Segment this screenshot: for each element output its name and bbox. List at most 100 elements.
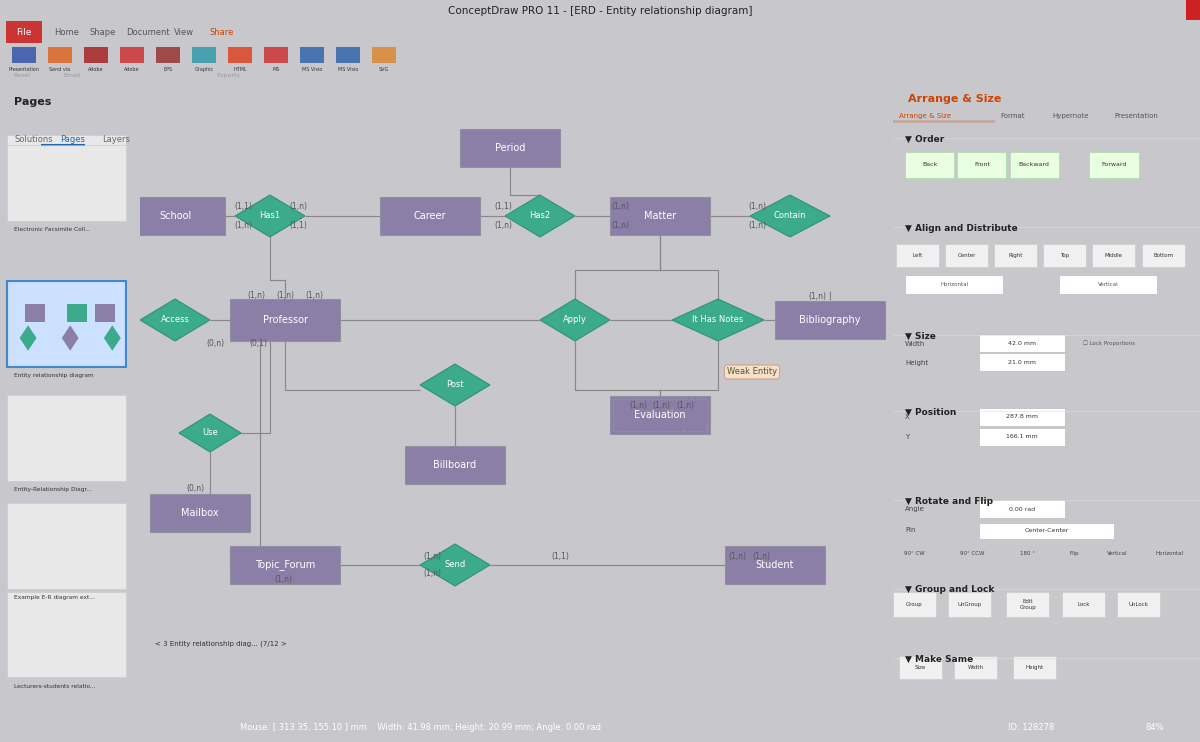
Text: 166.1 mm: 166.1 mm <box>1006 435 1038 439</box>
Text: HTML: HTML <box>233 67 247 72</box>
Bar <box>192 47 216 64</box>
Text: (1,n): (1,n) <box>289 203 307 211</box>
Bar <box>954 656 997 679</box>
Bar <box>899 656 942 679</box>
Text: Width: Width <box>905 341 925 347</box>
Polygon shape <box>61 325 79 351</box>
FancyBboxPatch shape <box>125 197 226 235</box>
Text: ▼ Align and Distribute: ▼ Align and Distribute <box>905 224 1018 233</box>
Text: Height: Height <box>1025 665 1043 670</box>
Text: Panel: Panel <box>13 73 30 78</box>
Text: ▼ Make Same: ▼ Make Same <box>905 655 973 664</box>
Text: Lecturers-students relatio...: Lecturers-students relatio... <box>14 684 96 689</box>
Text: Vertical: Vertical <box>1098 282 1118 286</box>
Text: (1,n): (1,n) <box>611 203 629 211</box>
Text: ID: 128278: ID: 128278 <box>1008 723 1055 732</box>
Bar <box>228 47 252 64</box>
Text: Y: Y <box>905 435 910 441</box>
Text: Presentation: Presentation <box>8 67 40 72</box>
Text: Right: Right <box>1008 253 1022 258</box>
Text: (1,n): (1,n) <box>676 401 694 410</box>
Text: ▼ Position: ▼ Position <box>905 408 956 417</box>
Bar <box>7 281 126 367</box>
Text: (1,1): (1,1) <box>289 222 307 231</box>
Text: Solutions: Solutions <box>14 135 53 144</box>
Text: (1,n): (1,n) <box>424 570 442 579</box>
Polygon shape <box>420 544 490 586</box>
Bar <box>1092 244 1135 267</box>
Bar <box>979 500 1064 518</box>
Text: 42.0 mm: 42.0 mm <box>1008 341 1036 346</box>
Bar <box>1058 275 1157 294</box>
Bar <box>84 47 108 64</box>
Text: (1,n): (1,n) <box>748 203 766 211</box>
Text: UnLock: UnLock <box>1128 602 1148 607</box>
FancyBboxPatch shape <box>6 22 42 43</box>
Text: Contain: Contain <box>774 211 806 220</box>
Text: (1,n): (1,n) <box>752 553 770 562</box>
Bar <box>905 151 954 178</box>
Text: (0,1): (0,1) <box>250 340 266 349</box>
Text: Topic_Forum: Topic_Forum <box>254 559 316 571</box>
Bar <box>905 275 1003 294</box>
Text: Pages: Pages <box>60 135 85 144</box>
Text: Mouse: [ 313.35, 155.10 ] mm    Width: 41.98 mm; Height: 20.99 mm; Angle: 0.00 r: Mouse: [ 313.35, 155.10 ] mm Width: 41.9… <box>240 723 600 732</box>
Text: Left: Left <box>912 253 923 258</box>
Text: File: File <box>17 27 31 36</box>
Text: 0.00 rad: 0.00 rad <box>1009 507 1034 512</box>
Bar <box>7 503 126 588</box>
Text: (1,n): (1,n) <box>247 292 265 301</box>
Bar <box>1186 0 1200 20</box>
Text: Arrange & Size: Arrange & Size <box>908 93 1002 104</box>
Text: Size: Size <box>914 665 926 670</box>
Bar <box>1043 244 1086 267</box>
Text: Back: Back <box>922 162 937 168</box>
Bar <box>336 47 360 64</box>
Text: 90° CW: 90° CW <box>904 551 925 556</box>
Text: ☐ Lock Proportions: ☐ Lock Proportions <box>1084 341 1135 346</box>
Text: Center-Center: Center-Center <box>1025 528 1068 533</box>
Text: Use: Use <box>202 428 218 438</box>
Text: (1,n): (1,n) <box>276 292 294 301</box>
Text: Horizontal: Horizontal <box>1156 551 1183 556</box>
Text: Backward: Backward <box>1019 162 1050 168</box>
Bar <box>156 47 180 64</box>
Polygon shape <box>140 299 210 341</box>
Text: Home: Home <box>54 27 79 36</box>
Text: 84%: 84% <box>1145 723 1164 732</box>
Text: (1,n): (1,n) <box>234 222 252 231</box>
Text: Entity-Relationship Diagr...: Entity-Relationship Diagr... <box>14 487 92 492</box>
Text: Group: Group <box>906 602 923 607</box>
Text: (1,n): (1,n) <box>305 292 323 301</box>
Text: Hypernote: Hypernote <box>1052 113 1090 119</box>
Bar <box>67 304 88 322</box>
Text: Center: Center <box>958 253 976 258</box>
Bar <box>48 47 72 64</box>
Bar <box>372 47 396 64</box>
Polygon shape <box>540 299 610 341</box>
Text: (1,1): (1,1) <box>494 203 512 211</box>
Text: 287.8 mm: 287.8 mm <box>1006 414 1038 419</box>
Bar <box>12 47 36 64</box>
Text: Exports: Exports <box>216 73 240 78</box>
FancyBboxPatch shape <box>610 396 710 434</box>
Text: Front: Front <box>974 162 990 168</box>
Bar <box>979 334 1064 352</box>
Text: (1,n): (1,n) <box>424 553 442 562</box>
Polygon shape <box>672 299 764 341</box>
Text: Has2: Has2 <box>529 211 551 220</box>
Text: X: X <box>905 414 910 420</box>
Text: MS: MS <box>272 67 280 72</box>
Text: UnGroup: UnGroup <box>958 602 982 607</box>
Bar <box>1013 656 1056 679</box>
Text: Post: Post <box>446 381 464 390</box>
Text: (0,n): (0,n) <box>186 485 204 493</box>
Text: Top: Top <box>1061 253 1069 258</box>
Text: < 3 Entity relationship diag... (7/12 >: < 3 Entity relationship diag... (7/12 > <box>155 640 287 647</box>
Text: (0,n): (0,n) <box>206 340 224 349</box>
Bar <box>946 244 988 267</box>
Bar <box>958 151 1007 178</box>
Text: Has1: Has1 <box>259 211 281 220</box>
Text: (1,n): (1,n) <box>728 553 746 562</box>
Bar <box>96 304 115 322</box>
